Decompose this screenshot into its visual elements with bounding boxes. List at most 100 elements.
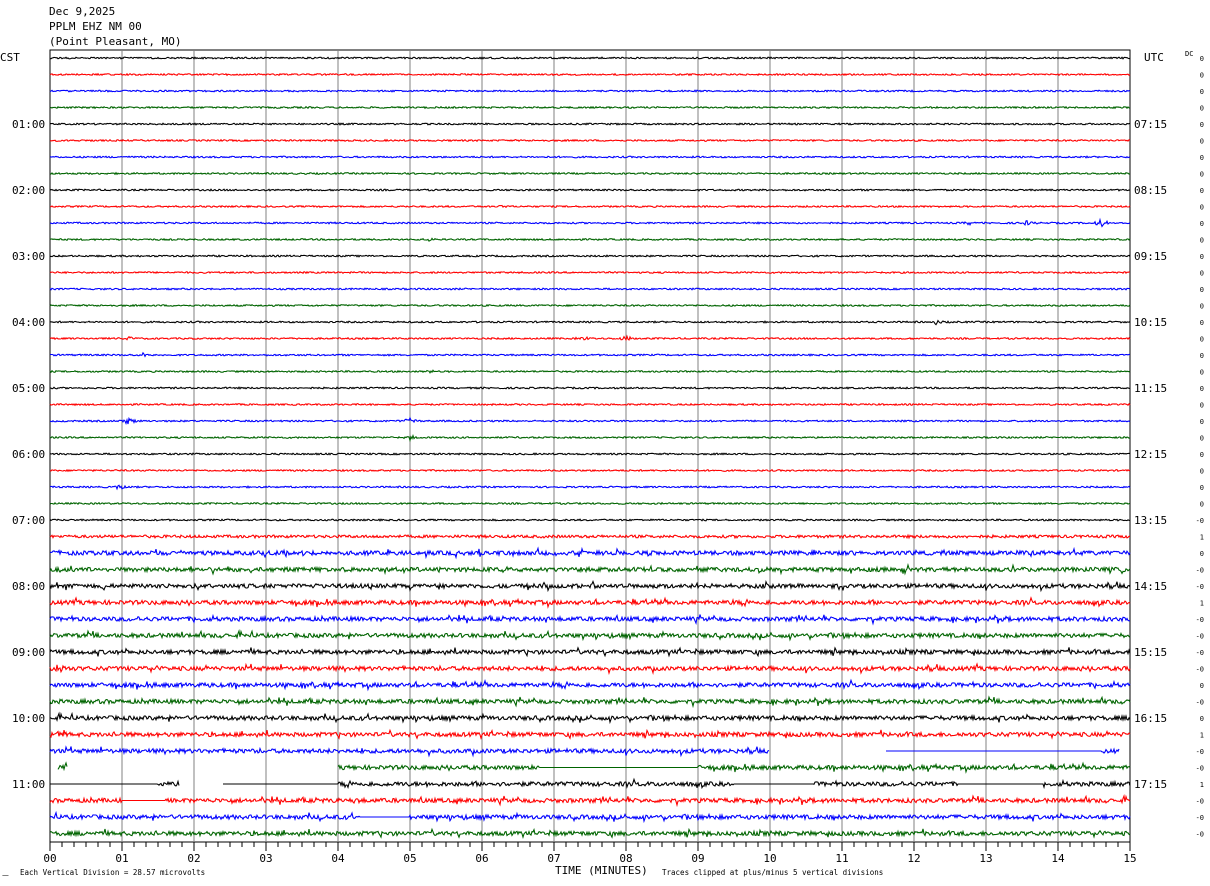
trace-line <box>49 416 1131 426</box>
dc-offset-value: 0 <box>1200 468 1204 476</box>
trace-line <box>49 579 1131 593</box>
dc-offset-value: 0 <box>1200 715 1204 723</box>
cst-hour-label: 06:00 <box>12 448 45 461</box>
trace-line <box>49 518 1131 522</box>
dc-offset-value: 0 <box>1200 303 1204 311</box>
dc-offset-value: -0 <box>1196 814 1204 822</box>
dc-offset-labels: 0 0 0 0 0 0 0 0 0 0 0 0 0 0 0 0 0 0 0 0 0 0 0 0 0 0 0 0 -0 1 0 -0 -0 1 -0 -… <box>1196 55 1204 839</box>
trace-line <box>49 613 1130 626</box>
dc-label: DC <box>1185 50 1193 58</box>
x-axis: 00 01 02 03 04 05 06 07 08 09 10 11 12 13 14 15 <box>43 842 1137 865</box>
dc-offset-value: 0 <box>1200 220 1204 228</box>
minute-gridlines <box>121 50 1059 842</box>
dc-offset-value: 0 <box>1200 501 1204 509</box>
dc-offset-value: 0 <box>1200 204 1204 212</box>
trace-line <box>49 646 1131 658</box>
dc-offset-value: -0 <box>1196 666 1204 674</box>
trace-line <box>49 810 1131 824</box>
dc-offset-value: 0 <box>1200 55 1204 63</box>
cst-hour-label: 02:00 <box>12 184 45 197</box>
dc-offset-value: 0 <box>1200 484 1204 492</box>
x-tick-label: 09 <box>691 852 704 865</box>
cst-hour-label: 11:00 <box>12 778 45 791</box>
right-axis-label: UTC <box>1144 51 1164 64</box>
utc-hour-label: 12:15 <box>1134 448 1167 461</box>
left-axis-label: CST <box>0 51 20 64</box>
dc-offset-value: 0 <box>1200 451 1204 459</box>
x-tick-label: 12 <box>907 852 920 865</box>
trace-line <box>49 501 1131 506</box>
cst-hour-label: 01:00 <box>12 118 45 131</box>
x-tick-label: 15 <box>1123 852 1136 865</box>
trace-line <box>49 628 1131 642</box>
cst-hour-labels: 01:00 02:00 03:00 04:00 05:00 06:00 07:00 08:00… <box>12 118 45 791</box>
cst-hour-label: 04:00 <box>12 316 45 329</box>
x-tick-label: 08 <box>619 852 632 865</box>
trace-line <box>49 303 1131 308</box>
trace-line <box>49 468 1131 473</box>
header-date: Dec 9,2025 <box>49 5 115 18</box>
x-axis-title: TIME (MINUTES) <box>555 864 648 877</box>
cst-hour-label: 05:00 <box>12 382 45 395</box>
trace-line <box>50 777 1131 790</box>
dc-offset-value: 1 <box>1200 600 1204 608</box>
dc-offset-value: 0 <box>1200 88 1204 96</box>
dc-offset-value: 0 <box>1200 187 1204 195</box>
dc-offset-value: 0 <box>1200 435 1204 443</box>
x-tick-label: 04 <box>331 852 345 865</box>
trace-line <box>49 369 1131 374</box>
trace-line <box>49 319 1131 326</box>
vertical-division-note: Each Vertical Division = 28.57 microvolt… <box>20 868 205 877</box>
trace-lines <box>49 56 1131 839</box>
trace-line <box>49 711 1131 725</box>
trace-line <box>49 72 1131 77</box>
cst-hour-label: 03:00 <box>12 250 45 263</box>
dc-offset-value: -0 <box>1196 798 1204 806</box>
trace-line <box>49 188 1131 192</box>
dc-offset-value: -0 <box>1196 616 1204 624</box>
trace-line <box>49 678 1131 692</box>
trace-line <box>49 562 1131 576</box>
utc-hour-label: 14:15 <box>1134 580 1167 593</box>
cst-hour-label: 08:00 <box>12 580 45 593</box>
trace-line <box>49 204 1131 209</box>
dc-offset-value: -0 <box>1196 649 1204 657</box>
trace-line <box>49 728 1131 740</box>
dc-offset-value: 0 <box>1200 237 1204 245</box>
trace-line <box>49 155 1131 159</box>
dc-offset-value: -0 <box>1196 765 1204 773</box>
dc-offset-value: 1 <box>1200 781 1204 789</box>
header-station: PPLM EHZ NM 00 <box>49 20 142 33</box>
utc-hour-label: 11:15 <box>1134 382 1167 395</box>
x-tick-label: 06 <box>475 852 488 865</box>
clip-note: Traces clipped at plus/minus 5 vertical … <box>662 868 883 877</box>
dc-offset-value: 0 <box>1200 550 1204 558</box>
x-tick-label: 13 <box>979 852 992 865</box>
trace-line <box>49 434 1131 443</box>
dc-offset-value: 0 <box>1200 72 1204 80</box>
dc-offset-value: 1 <box>1200 534 1204 542</box>
trace-line <box>49 171 1131 176</box>
trace-line <box>49 533 1131 540</box>
cst-hour-label: 07:00 <box>12 514 45 527</box>
dc-offset-value: 0 <box>1200 369 1204 377</box>
trace-line <box>50 386 1131 390</box>
utc-hour-label: 07:15 <box>1134 118 1167 131</box>
x-tick-label: 05 <box>403 852 416 865</box>
cst-hour-label: 10:00 <box>12 712 45 725</box>
utc-hour-label: 08:15 <box>1134 184 1167 197</box>
dc-offset-value: -0 <box>1196 699 1204 707</box>
trace-line <box>49 827 1131 839</box>
x-tick-label: 07 <box>547 852 560 865</box>
trace-line <box>49 596 1131 609</box>
trace-line <box>49 270 1131 275</box>
utc-hour-label: 16:15 <box>1134 712 1167 725</box>
dc-offset-value: 0 <box>1200 171 1204 179</box>
dc-offset-value: -0 <box>1196 583 1204 591</box>
dc-offset-value: -0 <box>1196 633 1204 641</box>
trace-line <box>49 122 1131 126</box>
dc-offset-value: 0 <box>1200 121 1204 129</box>
dc-offset-value: 0 <box>1200 138 1204 146</box>
